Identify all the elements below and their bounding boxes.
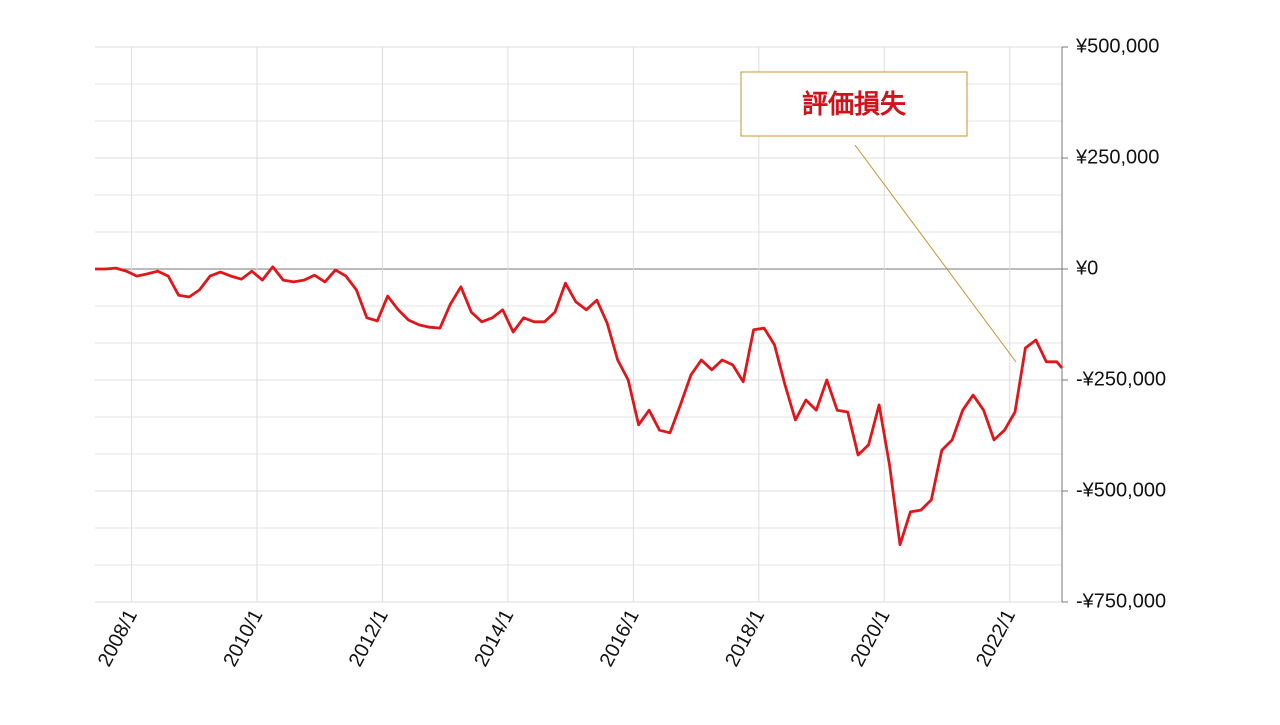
y-tick-label: ¥0	[1075, 257, 1098, 279]
x-tick-label: 2022/1	[972, 606, 1020, 670]
annotation-box	[740, 71, 968, 137]
annotation-leader	[854, 144, 1017, 363]
y-tick-label: ¥500,000	[1075, 35, 1159, 57]
x-tick-label: 2012/1	[345, 606, 393, 670]
y-tick-label: ¥250,000	[1075, 146, 1159, 168]
x-tick-label: 2018/1	[721, 606, 769, 670]
annotation-text: 評価損失	[802, 89, 907, 119]
y-tick-label: -¥750,000	[1076, 590, 1166, 612]
x-tick-label: 2008/1	[94, 606, 142, 670]
x-tick-label: 2010/1	[219, 606, 267, 670]
x-tick-label: 2016/1	[596, 606, 644, 670]
plot-layer: ¥500,000 ¥250,000 ¥0 -¥250,000 -¥500,000 -¥75…	[94, 35, 1166, 670]
data-line	[95, 265, 1064, 547]
y-tick-label: -¥250,000	[1076, 368, 1166, 390]
y-tick-label: -¥500,000	[1076, 479, 1166, 501]
x-tick-label: 2014/1	[470, 606, 518, 670]
x-tick-label: 2020/1	[847, 606, 895, 670]
